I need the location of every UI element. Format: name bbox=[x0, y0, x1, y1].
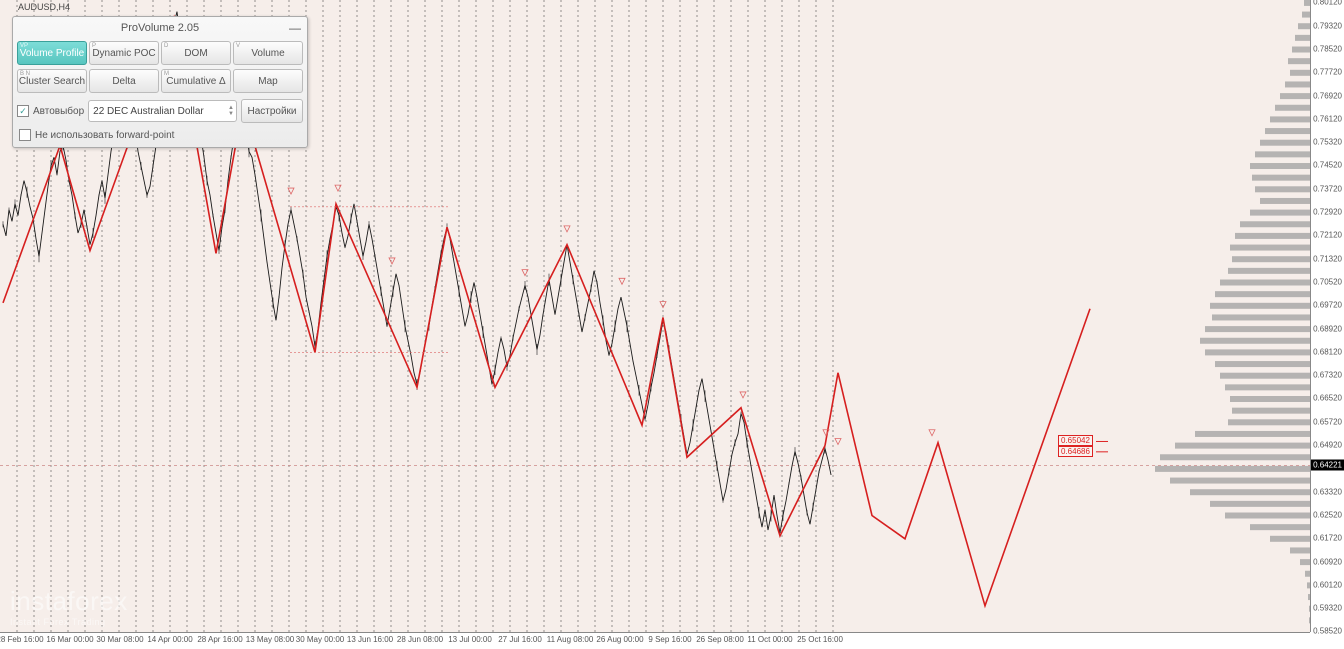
x-tick: 27 Jul 16:00 bbox=[498, 635, 542, 644]
chart-container: AUDUSD,H4 0.801200.793200.785200.777200.… bbox=[0, 0, 1344, 649]
panel-button-delta[interactable]: Delta bbox=[89, 69, 159, 93]
panel-row-2: B NCluster SearchDeltaMCumulative ΔMap bbox=[13, 67, 307, 95]
autoselect-label: Автовыбор bbox=[33, 106, 84, 117]
y-tick: 0.60120 bbox=[1313, 580, 1342, 589]
y-tick: 0.60920 bbox=[1313, 557, 1342, 566]
x-tick: 30 Mar 08:00 bbox=[96, 635, 143, 644]
watermark-logo: instaforex bbox=[10, 586, 128, 617]
forward-point-label: Не использовать forward-point bbox=[35, 130, 174, 141]
y-tick: 0.58520 bbox=[1313, 627, 1342, 636]
panel-titlebar[interactable]: ProVolume 2.05 — bbox=[13, 17, 307, 39]
panel-button-volume[interactable]: VVolume bbox=[233, 41, 303, 65]
y-tick: 0.80120 bbox=[1313, 0, 1342, 7]
forward-point-checkbox[interactable]: ✓ bbox=[19, 129, 31, 141]
select-arrows-icon: ▲▼ bbox=[228, 105, 234, 117]
provolume-panel[interactable]: ProVolume 2.05 — VPVolume ProfilePDynami… bbox=[12, 16, 308, 148]
y-axis: 0.80120 0.79320 0.78520 0.77720 0.76920 0.761… bbox=[1310, 0, 1344, 632]
y-tick: 0.65720 bbox=[1313, 417, 1342, 426]
settings-button[interactable]: Настройки bbox=[241, 99, 303, 123]
y-tick: 0.76920 bbox=[1313, 91, 1342, 100]
forward-point-row: ✓ Не использовать forward-point bbox=[13, 127, 307, 147]
panel-button-map[interactable]: Map bbox=[233, 69, 303, 93]
y-tick: 0.68920 bbox=[1313, 324, 1342, 333]
y-tick: 0.75320 bbox=[1313, 138, 1342, 147]
x-tick: 28 Feb 16:00 bbox=[0, 635, 44, 644]
x-tick: 14 Apr 00:00 bbox=[147, 635, 192, 644]
x-tick: 13 Jul 00:00 bbox=[448, 635, 492, 644]
x-tick: 13 Jun 16:00 bbox=[347, 635, 393, 644]
x-tick: 13 May 08:00 bbox=[246, 635, 294, 644]
x-tick: 26 Sep 08:00 bbox=[696, 635, 744, 644]
y-tick: 0.63320 bbox=[1313, 487, 1342, 496]
y-tick: 0.72920 bbox=[1313, 208, 1342, 217]
x-tick: 9 Sep 16:00 bbox=[648, 635, 691, 644]
panel-button-volume-profile[interactable]: VPVolume Profile bbox=[17, 41, 87, 65]
y-tick: 0.68120 bbox=[1313, 347, 1342, 356]
y-tick: 0.70520 bbox=[1313, 277, 1342, 286]
projection-price-label: 0.65042 bbox=[1058, 435, 1093, 446]
autoselect-checkbox[interactable]: ✓ bbox=[17, 105, 29, 117]
panel-row-1: VPVolume ProfilePDynamic POCDDOMVVolume bbox=[13, 39, 307, 67]
panel-button-cumulative-[interactable]: MCumulative Δ bbox=[161, 69, 231, 93]
x-tick: 28 Jun 08:00 bbox=[397, 635, 443, 644]
y-tick: 0.72120 bbox=[1313, 231, 1342, 240]
x-tick: 28 Apr 16:00 bbox=[197, 635, 242, 644]
y-tick: 0.78520 bbox=[1313, 44, 1342, 53]
y-tick: 0.77720 bbox=[1313, 68, 1342, 77]
x-tick: 16 Mar 00:00 bbox=[46, 635, 93, 644]
y-tick: 0.61720 bbox=[1313, 534, 1342, 543]
y-tick: 0.64920 bbox=[1313, 441, 1342, 450]
x-axis: 28 Feb 16:0016 Mar 00:0030 Mar 08:00 14 A… bbox=[0, 632, 1310, 649]
panel-button-dynamic-poc[interactable]: PDynamic POC bbox=[89, 41, 159, 65]
x-tick: 30 May 00:00 bbox=[296, 635, 344, 644]
y-tick: 0.67320 bbox=[1313, 371, 1342, 380]
y-tick: 0.59320 bbox=[1313, 604, 1342, 613]
instrument-select[interactable]: 22 DEC Australian Dollar ▲▼ bbox=[88, 100, 237, 122]
y-tick: 0.66520 bbox=[1313, 394, 1342, 403]
settings-label: Настройки bbox=[247, 106, 296, 117]
x-tick: 11 Aug 08:00 bbox=[547, 635, 594, 644]
watermark: instaforex Instant Forex Trading bbox=[10, 586, 128, 627]
projection-price-label: 0.64686 bbox=[1058, 446, 1093, 457]
instrument-value: 22 DEC Australian Dollar bbox=[93, 106, 204, 117]
y-tick: 0.76120 bbox=[1313, 114, 1342, 123]
y-tick: 0.62520 bbox=[1313, 510, 1342, 519]
x-tick: 25 Oct 16:00 bbox=[797, 635, 843, 644]
y-tick: 0.73720 bbox=[1313, 184, 1342, 193]
current-price-label: 0.64221 bbox=[1311, 460, 1344, 471]
symbol-label: AUDUSD,H4 bbox=[18, 2, 70, 12]
panel-button-cluster-search[interactable]: B NCluster Search bbox=[17, 69, 87, 93]
x-tick: 26 Aug 00:00 bbox=[596, 635, 643, 644]
panel-title: ProVolume 2.05 bbox=[121, 22, 199, 34]
y-tick: 0.69720 bbox=[1313, 301, 1342, 310]
y-tick: 0.71320 bbox=[1313, 254, 1342, 263]
y-tick: 0.79320 bbox=[1313, 21, 1342, 30]
panel-minimize-icon[interactable]: — bbox=[289, 21, 301, 35]
panel-button-dom[interactable]: DDOM bbox=[161, 41, 231, 65]
x-tick: 11 Oct 00:00 bbox=[747, 635, 792, 644]
y-tick: 0.74520 bbox=[1313, 161, 1342, 170]
panel-row-instrument: ✓ Автовыбор 22 DEC Australian Dollar ▲▼ … bbox=[13, 95, 307, 127]
watermark-tagline: Instant Forex Trading bbox=[10, 617, 128, 627]
